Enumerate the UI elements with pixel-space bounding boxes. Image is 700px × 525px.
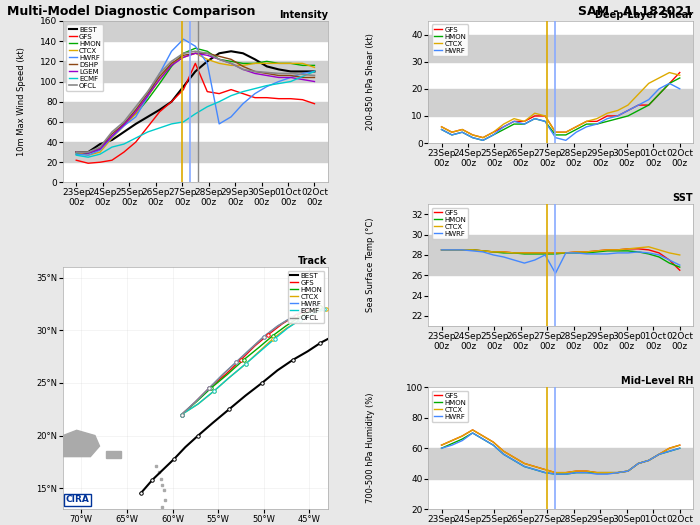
Polygon shape bbox=[0, 404, 45, 436]
Bar bbox=[428, 448, 693, 479]
Text: Multi-Model Diagnostic Comparison: Multi-Model Diagnostic Comparison bbox=[7, 5, 256, 18]
Bar bbox=[63, 102, 328, 122]
Bar bbox=[428, 35, 693, 62]
Text: Deep-Layer Shear: Deep-Layer Shear bbox=[595, 10, 693, 20]
Polygon shape bbox=[45, 430, 99, 457]
Y-axis label: 700-500 hPa Humidity (%): 700-500 hPa Humidity (%) bbox=[366, 393, 375, 503]
Text: CIRA: CIRA bbox=[66, 496, 90, 505]
Bar bbox=[428, 89, 693, 116]
Text: Intensity: Intensity bbox=[279, 10, 328, 20]
Legend: BEST, GFS, HMON, CTCX, HWRF, ECMF, OFCL: BEST, GFS, HMON, CTCX, HWRF, ECMF, OFCL bbox=[288, 270, 324, 323]
Y-axis label: 200-850 hPa Shear (kt): 200-850 hPa Shear (kt) bbox=[366, 34, 375, 131]
Bar bbox=[63, 21, 328, 41]
Text: Track: Track bbox=[298, 256, 328, 266]
Legend: GFS, HMON, CTCX, HWRF: GFS, HMON, CTCX, HWRF bbox=[432, 207, 468, 239]
Polygon shape bbox=[106, 452, 121, 458]
Text: SST: SST bbox=[673, 193, 693, 203]
Y-axis label: 10m Max Wind Speed (kt): 10m Max Wind Speed (kt) bbox=[17, 47, 26, 156]
Bar bbox=[63, 142, 328, 162]
Text: Mid-Level RH: Mid-Level RH bbox=[620, 376, 693, 386]
Polygon shape bbox=[4, 452, 24, 460]
Text: SAM - AL182021: SAM - AL182021 bbox=[578, 5, 693, 18]
Legend: GFS, HMON, CTCX, HWRF: GFS, HMON, CTCX, HWRF bbox=[432, 25, 468, 56]
Legend: BEST, GFS, HMON, CTCX, HWRF, DSHP, LGEM, ECMF, OFCL: BEST, GFS, HMON, CTCX, HWRF, DSHP, LGEM,… bbox=[66, 25, 103, 91]
Y-axis label: Sea Surface Temp (°C): Sea Surface Temp (°C) bbox=[366, 218, 375, 312]
Bar bbox=[428, 235, 693, 275]
Bar bbox=[63, 61, 328, 81]
Legend: GFS, HMON, CTCX, HWRF: GFS, HMON, CTCX, HWRF bbox=[432, 391, 468, 422]
